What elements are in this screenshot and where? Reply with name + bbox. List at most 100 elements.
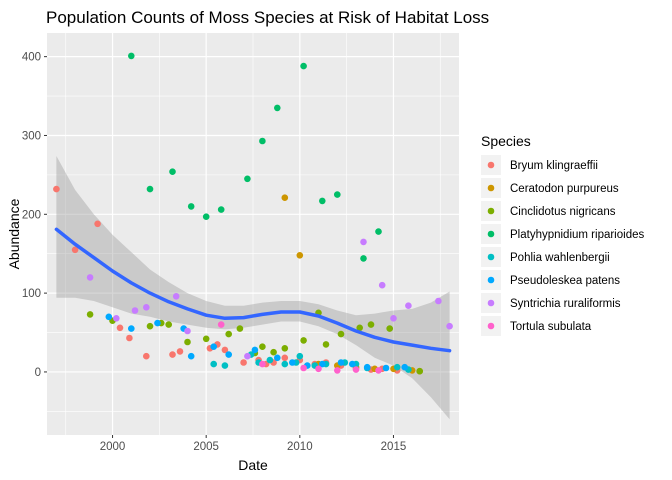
data-point xyxy=(202,213,210,220)
data-point xyxy=(71,246,79,254)
data-point xyxy=(244,352,251,360)
legend-marker xyxy=(487,299,495,307)
data-point xyxy=(116,324,124,332)
data-point xyxy=(296,352,304,360)
data-point xyxy=(266,356,274,364)
legend-label: Ceratodon purpureus xyxy=(510,183,619,195)
data-point xyxy=(435,297,442,305)
smooth-trend-line xyxy=(54,227,452,353)
data-point xyxy=(363,363,371,371)
series-3 xyxy=(128,52,382,262)
legend-marker xyxy=(487,276,495,284)
data-point xyxy=(128,325,135,332)
data-point xyxy=(281,345,289,352)
data-point xyxy=(128,52,135,60)
data-point xyxy=(202,335,210,343)
data-point xyxy=(393,363,401,371)
data-point xyxy=(259,360,266,368)
series-6 xyxy=(86,238,453,360)
legend-marker xyxy=(487,322,495,330)
data-point xyxy=(53,185,60,193)
y-tick-label: 100 xyxy=(22,288,41,300)
data-point xyxy=(143,352,150,360)
data-point xyxy=(405,302,412,310)
series-5 xyxy=(105,313,409,372)
legend-label: Pseudoleskea patens xyxy=(510,275,620,287)
legend-marker xyxy=(487,207,495,215)
data-point xyxy=(300,337,307,344)
data-point xyxy=(169,168,176,175)
legend-marker xyxy=(487,161,495,169)
data-point xyxy=(131,307,139,314)
data-point xyxy=(217,206,225,213)
legend-item: Pohlia wahlenbergii xyxy=(481,247,610,267)
data-point xyxy=(113,315,120,322)
data-point xyxy=(251,346,259,354)
legend-marker xyxy=(487,184,495,192)
series-7 xyxy=(217,321,382,374)
legend-label: Bryum klingraeffii xyxy=(510,160,598,172)
data-point xyxy=(300,364,307,372)
data-point xyxy=(94,220,101,228)
data-point xyxy=(375,228,382,235)
data-point xyxy=(86,274,94,281)
y-tick-label: 200 xyxy=(22,209,41,221)
legend-label: Pohlia wahlenbergii xyxy=(510,252,610,264)
data-point xyxy=(169,351,176,358)
data-point xyxy=(352,366,360,373)
legend-label: Syntrichia ruraliformis xyxy=(510,298,621,310)
legend-marker xyxy=(487,253,495,261)
legend-item: Tortula subulata xyxy=(481,316,592,336)
chart-title: Population Counts of Moss Species at Ris… xyxy=(46,8,489,27)
data-point xyxy=(184,327,191,335)
data-point xyxy=(416,367,424,375)
legend-item: Platyhypnidium riparioides xyxy=(481,224,644,244)
data-point xyxy=(270,348,277,356)
legend-label: Tortula subulata xyxy=(510,321,592,333)
smooth-confidence-band xyxy=(56,156,450,420)
data-point xyxy=(281,360,289,368)
data-point xyxy=(401,363,409,371)
legend-title: Species xyxy=(481,133,531,149)
data-point xyxy=(146,322,154,330)
legend: Species Bryum klingraeffii Ceratodon purp… xyxy=(481,133,644,336)
legend-label: Cinclidotus nigricans xyxy=(510,206,616,218)
data-point xyxy=(319,360,326,368)
data-point xyxy=(259,343,266,351)
x-axis-title: Date xyxy=(238,457,268,473)
data-point xyxy=(360,238,367,246)
x-tick-label: 2000 xyxy=(100,441,126,453)
data-point xyxy=(281,354,289,362)
data-point xyxy=(337,359,345,366)
data-point xyxy=(176,348,184,355)
data-point xyxy=(165,321,172,328)
data-point xyxy=(146,185,154,193)
data-point xyxy=(274,104,281,112)
data-point xyxy=(187,203,195,210)
x-tick-label: 2010 xyxy=(287,441,313,453)
legend-item: Pseudoleskea patens xyxy=(481,270,620,290)
data-point xyxy=(300,62,307,70)
data-point xyxy=(446,322,453,330)
data-point xyxy=(296,252,304,259)
data-point xyxy=(244,175,251,183)
data-point xyxy=(259,137,266,145)
data-point xyxy=(210,343,217,351)
data-point xyxy=(225,330,232,338)
data-point xyxy=(274,354,281,362)
data-point xyxy=(184,338,191,346)
data-point xyxy=(349,360,356,368)
legend-marker xyxy=(487,230,495,238)
legend-item: Cinclidotus nigricans xyxy=(481,201,616,221)
data-point xyxy=(154,319,161,327)
data-point xyxy=(378,281,386,289)
legend-item: Syntrichia ruraliformis xyxy=(481,293,621,313)
data-point xyxy=(221,362,229,369)
x-tick-label: 2005 xyxy=(193,441,219,453)
data-point xyxy=(289,359,296,366)
data-point xyxy=(337,330,345,338)
data-point xyxy=(390,315,397,322)
data-point xyxy=(86,311,94,318)
data-point xyxy=(221,346,229,354)
data-point xyxy=(217,321,225,328)
